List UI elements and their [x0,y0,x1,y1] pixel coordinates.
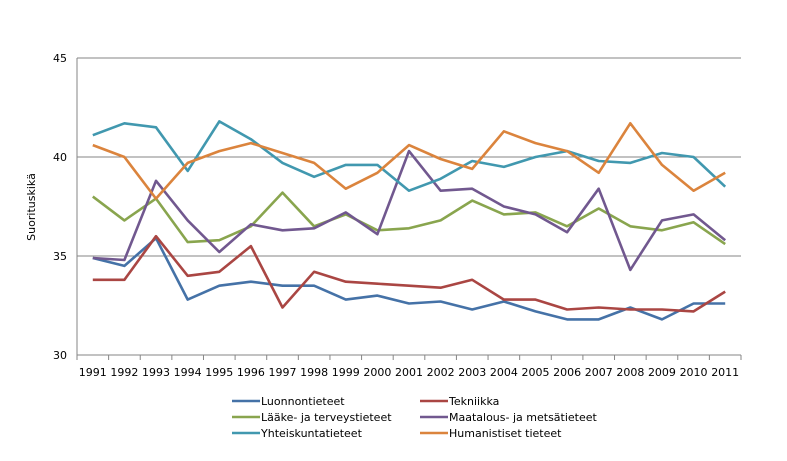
x-tick-label: 1999 [332,366,360,379]
y-tick-label: 35 [53,250,67,263]
x-tick-label: 2004 [490,366,518,379]
legend: Luonnontieteet Tekniikka Lääke- ja terveys… [232,395,598,440]
series-lines [92,120,727,321]
x-tick-label: 1995 [205,366,233,379]
gridlines [77,57,741,356]
y-tick-label: 30 [53,349,67,362]
series-line [92,120,727,192]
series-line [92,234,726,313]
x-tick-label: 1997 [269,366,297,379]
y-tick-label: 45 [53,52,67,65]
x-tick-label: 1993 [142,366,170,379]
x-tick-label: 2003 [458,366,486,379]
x-tick-label: 2010 [680,366,708,379]
series-line [92,191,726,246]
x-tick-label: 1996 [237,366,265,379]
legend-label: Maatalous- ja metsätieteet [449,411,598,424]
x-tick-label: 2000 [363,366,391,379]
x-tick-label: 2007 [585,366,613,379]
x-axis: 1991 1992 1993 1994 1995 1996 1997 1998 1999 2000… [76,58,742,379]
series-line [92,236,726,321]
y-tick-label: 40 [53,151,67,164]
x-tick-label: 2001 [395,366,423,379]
x-tick-label: 1994 [174,366,202,379]
legend-label: Humanistiset tieteet [449,427,562,440]
x-tick-label: 1992 [110,366,138,379]
x-tick-label: 2002 [427,366,455,379]
y-axis-ticks: 30 35 40 45 [53,52,67,362]
x-tick-label: 2006 [553,366,581,379]
x-tick-label: 2009 [648,366,676,379]
legend-label: Yhteiskuntatieteet [260,427,363,440]
x-tick-label: 2008 [616,366,644,379]
legend-label: Luonnontieteet [261,395,345,408]
x-tick-label: 1991 [79,366,107,379]
x-tick-label: 2005 [521,366,549,379]
x-tick-label: 1998 [300,366,328,379]
legend-label: Tekniikka [448,395,499,408]
y-axis-label: Suorituskikä [25,173,38,241]
legend-label: Lääke- ja terveystieteet [261,411,392,424]
series-line [92,122,726,200]
series-line [92,149,727,272]
x-tick-label: 2011 [711,366,739,379]
